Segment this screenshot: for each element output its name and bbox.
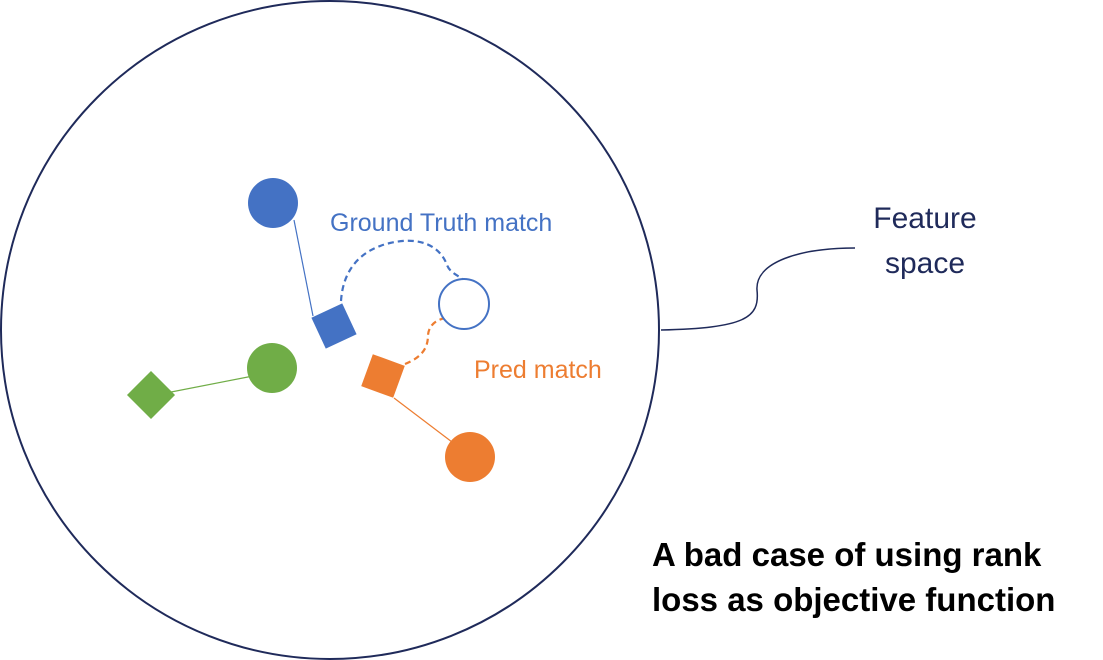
orange-square-node <box>361 354 405 398</box>
green-diamond-node <box>126 370 176 420</box>
feature-space-label-line1: Feature <box>873 202 976 235</box>
blue-circle-node <box>248 178 298 228</box>
green-connector-line <box>165 375 254 394</box>
orange-connector-line <box>393 397 453 443</box>
ground-truth-match-label: Ground Truth match <box>330 209 552 237</box>
orange-circle-node <box>445 432 495 482</box>
blue-square-node <box>311 303 357 349</box>
pred-match-label: Pred match <box>474 356 602 384</box>
feature-space-circle <box>0 0 660 660</box>
caption-line1: A bad case of using rank <box>652 536 1042 573</box>
feature-space-label-line2: space <box>885 247 965 280</box>
ground-truth-match-dashed-arc <box>339 239 466 302</box>
blue-connector-line <box>293 219 314 317</box>
caption-line2: loss as objective function <box>652 581 1055 618</box>
feature-space-callout-line <box>660 247 856 331</box>
hollow-target-circle <box>438 278 490 330</box>
green-circle-node <box>247 343 297 393</box>
pred-match-dashed-arc <box>404 316 446 366</box>
